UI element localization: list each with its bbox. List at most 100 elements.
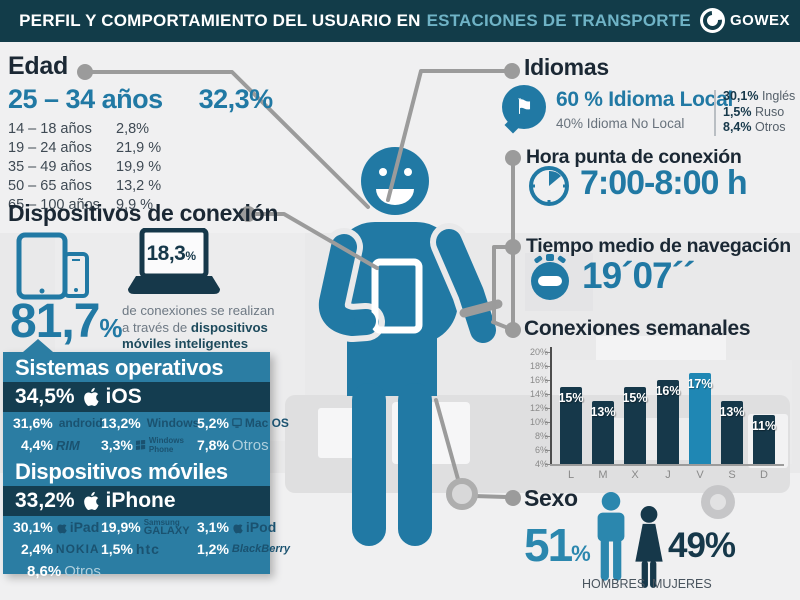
laptop-icon [128, 228, 220, 294]
nokia-logo: NOKIA [55, 542, 100, 556]
age-title: Edad [8, 52, 68, 80]
avg-time-value: 19´07´´ [582, 255, 695, 296]
windows-phone-icon [135, 440, 146, 450]
peak-hour-value: 7:00-8:00 h [580, 164, 748, 202]
chart-category-label: X [631, 469, 639, 481]
age-row: 35 – 49 años 19,9 % [8, 159, 162, 175]
chart-x-axis [550, 464, 784, 466]
device-row: 2,4% NOKIA 1,5% htc 1,2% BlackBerry [21, 541, 291, 557]
htc-logo: htc [135, 541, 160, 557]
chart-bar-value-label: 13% [590, 405, 616, 419]
age-row: 50 – 65 años 13,2 % [8, 178, 162, 194]
macos-icon [232, 418, 242, 428]
age-row: 14 – 18 años 2,8% [8, 121, 150, 137]
chart-bar-S [721, 401, 743, 464]
samsung-galaxy-logo: Samsung GALAXY [143, 518, 190, 537]
y-axis-tick-label: 4% [534, 459, 548, 469]
female-figure-icon [635, 506, 663, 588]
y-axis-tick-mark [545, 436, 550, 437]
age-highlight: 25 – 34 años 32,3% [8, 84, 273, 115]
male-figure-icon [597, 492, 625, 581]
y-axis-tick-mark [545, 408, 550, 409]
chart-y-axis [550, 347, 552, 466]
local-language-value: 60 % Idioma Local [556, 88, 733, 111]
y-axis-tick-mark [545, 450, 550, 451]
os-row: 31,6% android 13,2% Windows 5,2% Mac OS [13, 415, 289, 431]
y-axis-tick-mark [545, 394, 550, 395]
chart-category-label: S [728, 469, 736, 481]
age-highlight-range: 25 – 34 años [8, 84, 163, 114]
languages-title: Idiomas [524, 54, 609, 80]
chart-bar-D [753, 415, 775, 464]
flag-bubble-icon: ⚑ [502, 85, 546, 134]
clock-icon [529, 166, 569, 206]
female-label: MUJERES [652, 577, 712, 591]
female-share-value: 49% [668, 526, 736, 565]
weekly-connections-title: Conexiones semanales [524, 317, 751, 340]
mobile-highlight-row: 33,2% iPhone [3, 486, 270, 516]
tablet-icon [16, 232, 68, 300]
mobile-devices-title: Dispositivos móviles [15, 459, 228, 484]
apple-icon [83, 387, 99, 407]
apple-icon [233, 523, 243, 533]
chart-bar-X [624, 387, 646, 464]
y-axis-tick-mark [545, 366, 550, 367]
y-axis-tick-label: 14% [529, 389, 548, 399]
gender-title: Sexo [524, 485, 578, 511]
y-axis-tick-label: 18% [529, 361, 548, 371]
page-title-main: PERFIL Y COMPORTAMIENTO DEL USUARIO EN [19, 11, 421, 30]
chart-bar-value-label: 15% [622, 391, 648, 405]
brand-logo: GOWEX [699, 7, 790, 34]
os-row: 4,4% RIM 3,3% Windows Phone 7,8% Otros [21, 436, 269, 454]
header-bar: PERFIL Y COMPORTAMIENTO DEL USUARIO EN E… [0, 0, 800, 42]
languages-others: 30,1% Inglés 1,5% Ruso 8,4% Otros [723, 89, 795, 136]
weekly-connections-chart: 20% 18% 16% 14% 12% 10% 8% 6% 4% 15% L 13% M 15% X 16% J… [528, 342, 792, 484]
apple-icon [57, 523, 67, 533]
gowex-logo-icon [699, 7, 726, 34]
apple-icon [83, 491, 99, 511]
chart-category-label: M [598, 469, 608, 481]
chart-bar-value-label: 13% [719, 405, 745, 419]
chart-bar-L [560, 387, 582, 464]
y-axis-tick-mark [545, 352, 550, 353]
page-title: PERFIL Y COMPORTAMIENTO DEL USUARIO EN E… [19, 11, 781, 31]
languages-divider [714, 90, 716, 136]
y-axis-tick-label: 6% [534, 445, 548, 455]
os-highlight-row: 34,5% iOS [3, 382, 270, 412]
laptop-share-value: 18,3% [146, 242, 196, 265]
devices-title: Dispositivos de conexión [8, 200, 279, 226]
age-highlight-value: 32,3% [198, 84, 274, 114]
mobile-share-description: de conexiones se realizan a través de di… [122, 303, 275, 351]
brand-name: GOWEX [729, 12, 790, 29]
language-row: 30,1% Inglés [723, 89, 796, 103]
y-axis-tick-label: 16% [529, 375, 548, 385]
chart-bar-value-label: 15% [558, 391, 584, 405]
language-row: 1,5% Ruso [723, 104, 785, 119]
blackberry-logo: BlackBerry [231, 543, 291, 555]
nonlocal-language-value: 40% Idioma No Local [556, 116, 685, 131]
rim-logo: RIM [55, 437, 80, 453]
age-section: Edad 25 – 34 años 32,3% 14 – 18 años 2,8%… [8, 52, 273, 215]
avg-time-title: Tiempo medio de navegación [526, 235, 791, 257]
chart-bar-J [657, 380, 679, 464]
stopwatch-icon [531, 254, 569, 300]
male-share-value: 51% [524, 519, 591, 571]
languages-local: 60 % Idioma Local 40% Idioma No Local [556, 88, 733, 131]
chart-category-label: L [567, 469, 575, 481]
device-row: 8,6% Otros [27, 562, 101, 580]
language-row: 8,4% Otros [723, 120, 786, 134]
y-axis-tick-mark [545, 422, 550, 423]
peak-hour-title: Hora punta de conexión [526, 146, 742, 168]
chart-bar-M [592, 401, 614, 464]
smartphone-icon [63, 252, 89, 298]
age-list: 14 – 18 años 2,8% 19 – 24 años 21,9 % 35 –… [8, 120, 273, 215]
os-title: Sistemas operativos [15, 355, 224, 380]
y-axis-tick-mark [545, 464, 550, 465]
male-label: HOMBRES [582, 577, 646, 591]
chart-bar-V [689, 373, 711, 464]
chart-category-label: J [665, 469, 671, 481]
y-axis-tick-label: 8% [534, 431, 548, 441]
